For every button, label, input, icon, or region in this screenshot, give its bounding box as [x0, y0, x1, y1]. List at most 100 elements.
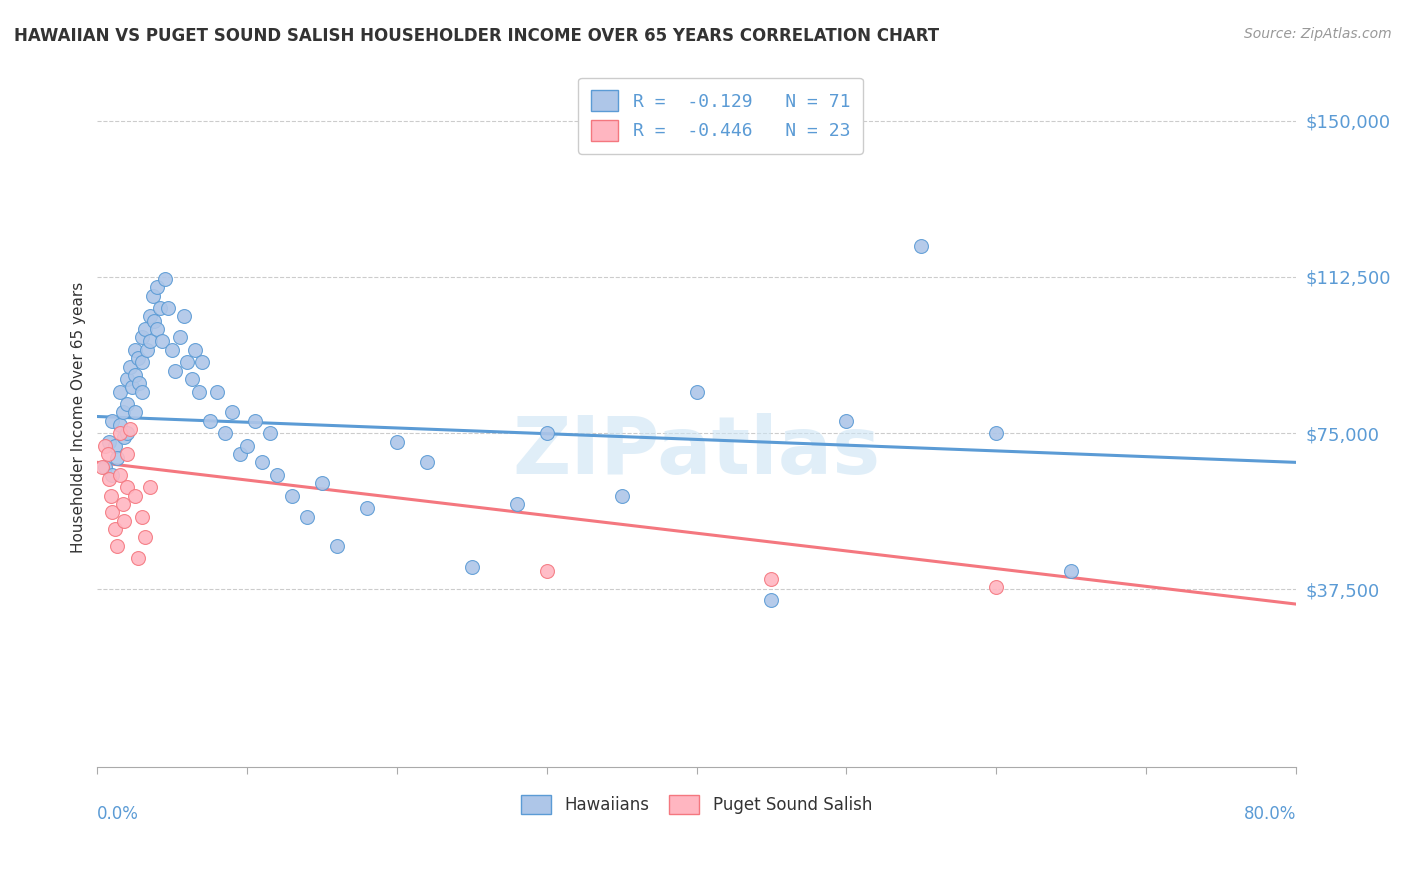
Point	[1060, 564, 1083, 578]
Point	[191, 355, 214, 369]
Point	[610, 489, 633, 503]
Point	[112, 514, 135, 528]
Point	[117, 480, 139, 494]
Point	[124, 405, 146, 419]
Point	[97, 447, 120, 461]
Point	[104, 522, 127, 536]
Point	[139, 310, 162, 324]
Point	[205, 384, 228, 399]
Point	[356, 501, 378, 516]
Point	[506, 497, 529, 511]
Point	[149, 301, 172, 315]
Point	[986, 426, 1008, 441]
Point	[326, 539, 349, 553]
Point	[101, 505, 124, 519]
Point	[266, 467, 288, 482]
Text: 80.0%: 80.0%	[1243, 805, 1296, 823]
Text: ZIPatlas: ZIPatlas	[512, 414, 880, 491]
Y-axis label: Householder Income Over 65 years: Householder Income Over 65 years	[72, 282, 86, 553]
Point	[131, 330, 153, 344]
Point	[188, 384, 211, 399]
Point	[250, 455, 273, 469]
Point	[162, 343, 184, 357]
Point	[142, 288, 165, 302]
Point	[176, 355, 198, 369]
Point	[127, 351, 149, 366]
Point	[108, 426, 131, 441]
Point	[986, 581, 1008, 595]
Point	[108, 417, 131, 432]
Point	[117, 426, 139, 441]
Point	[761, 572, 783, 586]
Point	[835, 414, 858, 428]
Point	[112, 430, 135, 444]
Point	[259, 426, 281, 441]
Point	[221, 405, 243, 419]
Point	[165, 364, 187, 378]
Point	[131, 509, 153, 524]
Point	[180, 372, 202, 386]
Point	[98, 434, 121, 449]
Point	[90, 459, 112, 474]
Point	[461, 559, 484, 574]
Point	[124, 343, 146, 357]
Point	[146, 280, 169, 294]
Point	[108, 467, 131, 482]
Point	[134, 322, 156, 336]
Point	[135, 343, 157, 357]
Point	[685, 384, 707, 399]
Point	[104, 439, 127, 453]
Point	[150, 334, 173, 349]
Point	[169, 330, 191, 344]
Point	[311, 476, 333, 491]
Point	[236, 439, 259, 453]
Point	[120, 422, 142, 436]
Point	[111, 497, 134, 511]
Point	[416, 455, 439, 469]
Point	[124, 368, 146, 382]
Point	[120, 359, 142, 374]
Legend: Hawaiians, Puget Sound Salish: Hawaiians, Puget Sound Salish	[515, 789, 879, 821]
Point	[146, 322, 169, 336]
Point	[214, 426, 236, 441]
Point	[117, 447, 139, 461]
Text: 0.0%: 0.0%	[97, 805, 139, 823]
Point	[105, 451, 128, 466]
Point	[153, 272, 176, 286]
Point	[183, 343, 205, 357]
Point	[117, 397, 139, 411]
Point	[143, 313, 166, 327]
Point	[94, 459, 117, 474]
Point	[111, 405, 134, 419]
Point	[131, 355, 153, 369]
Point	[121, 380, 143, 394]
Point	[139, 334, 162, 349]
Point	[117, 372, 139, 386]
Point	[536, 426, 558, 441]
Point	[124, 489, 146, 503]
Point	[385, 434, 408, 449]
Point	[228, 447, 250, 461]
Point	[127, 551, 149, 566]
Point	[295, 509, 318, 524]
Point	[243, 414, 266, 428]
Point	[94, 439, 117, 453]
Point	[101, 467, 124, 482]
Point	[536, 564, 558, 578]
Point	[98, 472, 121, 486]
Point	[101, 414, 124, 428]
Text: Source: ZipAtlas.com: Source: ZipAtlas.com	[1244, 27, 1392, 41]
Point	[131, 384, 153, 399]
Point	[105, 539, 128, 553]
Point	[173, 310, 195, 324]
Point	[910, 238, 932, 252]
Point	[198, 414, 221, 428]
Point	[139, 480, 162, 494]
Point	[761, 593, 783, 607]
Point	[281, 489, 304, 503]
Point	[156, 301, 179, 315]
Point	[100, 489, 122, 503]
Text: HAWAIIAN VS PUGET SOUND SALISH HOUSEHOLDER INCOME OVER 65 YEARS CORRELATION CHAR: HAWAIIAN VS PUGET SOUND SALISH HOUSEHOLD…	[14, 27, 939, 45]
Point	[128, 376, 150, 391]
Point	[108, 384, 131, 399]
